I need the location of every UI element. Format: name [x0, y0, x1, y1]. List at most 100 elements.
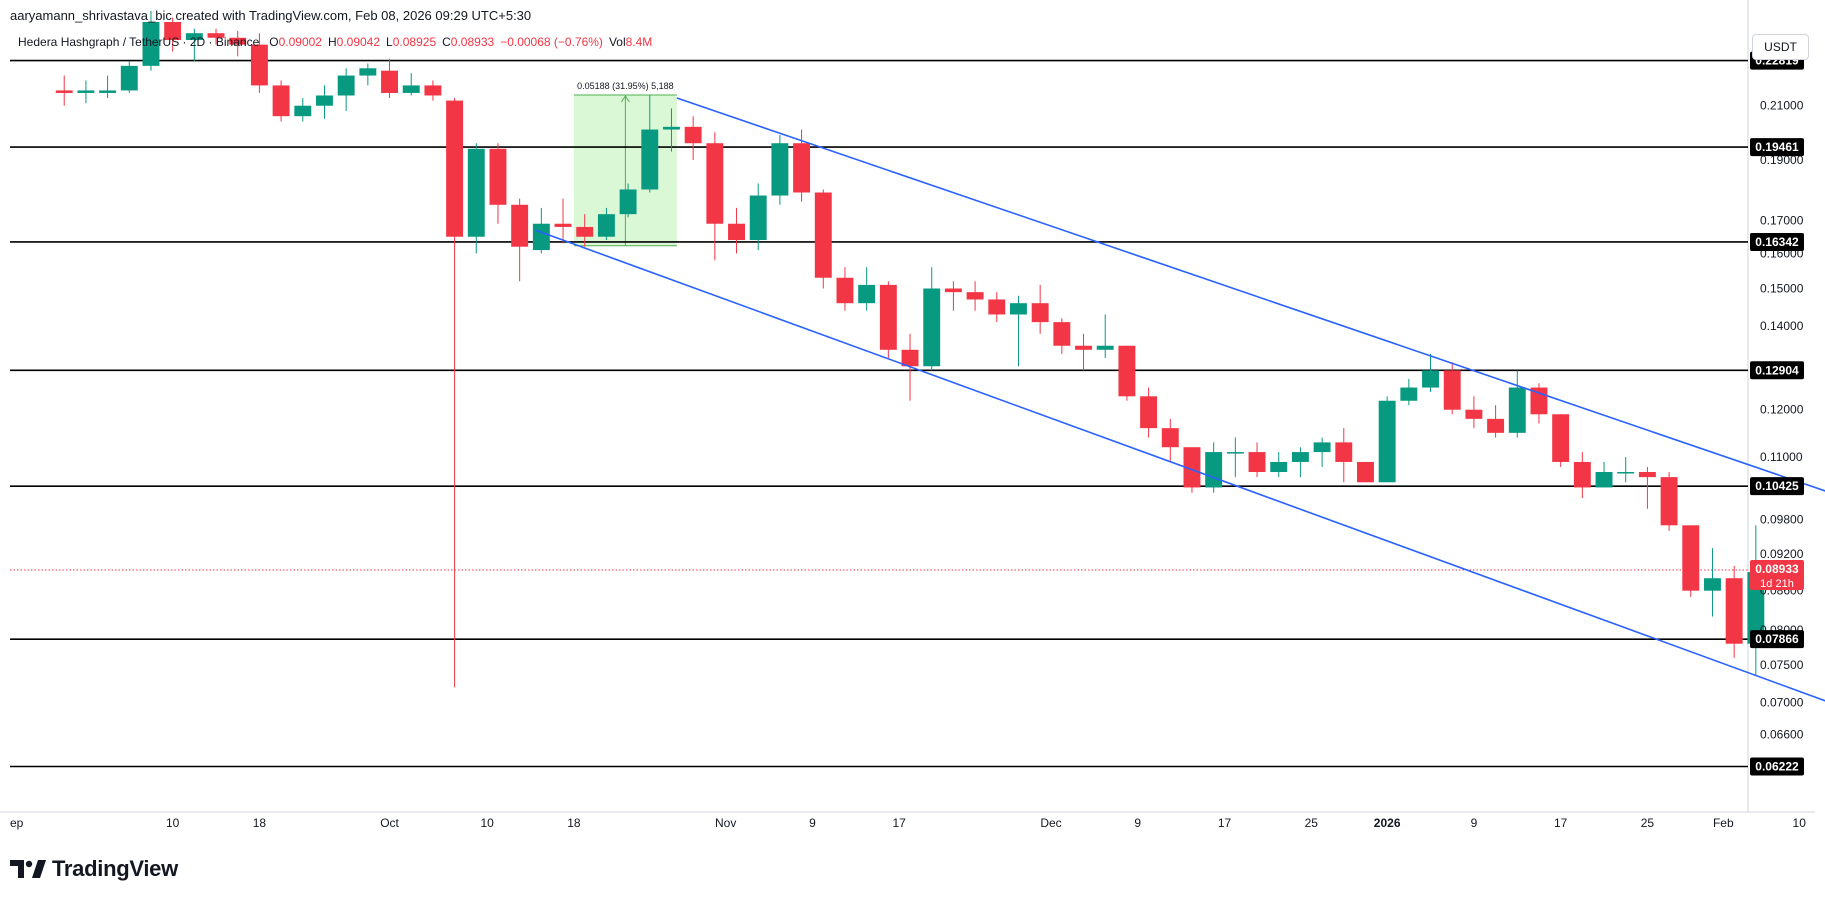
price-tick-label: 0.07500 [1760, 658, 1804, 672]
candle [1226, 437, 1244, 478]
candle [879, 281, 897, 358]
candle [381, 58, 398, 99]
candle [1422, 353, 1439, 392]
candle-body [1552, 414, 1570, 462]
time-tick-label: 18 [253, 816, 267, 830]
horizontal-levels-layer [10, 59, 1748, 768]
price-tick-label: 0.15000 [1760, 282, 1804, 296]
candle-body [489, 148, 507, 205]
candle [1400, 378, 1418, 406]
symbol-legend: Hedera Hashgraph / TetherUS · 2D · Binan… [18, 35, 652, 49]
candle-body [619, 189, 637, 215]
candle [706, 132, 724, 261]
candle-body [99, 90, 117, 93]
legend-change: −0.00068 (−0.76%) [500, 35, 603, 49]
candle-body [1465, 409, 1483, 419]
candle-body [728, 223, 745, 241]
candle [185, 28, 203, 62]
candle [1682, 525, 1700, 598]
candle [77, 80, 95, 104]
candle [576, 214, 594, 247]
candle [164, 17, 182, 52]
candle [1140, 387, 1158, 438]
candle [1053, 318, 1071, 354]
candle [1161, 418, 1179, 462]
candle [923, 267, 941, 371]
candle [1487, 405, 1505, 438]
candle [99, 75, 117, 99]
candle-body [316, 95, 333, 106]
candle [1248, 442, 1266, 478]
candle [1205, 442, 1223, 493]
candle [728, 207, 745, 254]
candle [988, 292, 1006, 323]
level-price-tag [1750, 630, 1804, 649]
candle [944, 281, 962, 311]
candle-body [1291, 452, 1309, 462]
candle [619, 183, 637, 218]
candle-body [272, 85, 290, 117]
candle-body [1226, 452, 1244, 454]
candle [641, 95, 659, 193]
time-tick-label: 25 [1641, 816, 1655, 830]
candle [1270, 452, 1288, 478]
candle-body [1704, 578, 1721, 591]
candle [1595, 461, 1613, 488]
candle [1465, 396, 1483, 429]
price-axis[interactable]: 0.210000.190000.170000.160000.150000.140… [1750, 51, 1804, 776]
candle-body [706, 143, 724, 224]
brand-name: TradingView [52, 856, 178, 881]
candle-body [901, 349, 919, 367]
candle [749, 183, 767, 251]
time-tick-label: 9 [1134, 816, 1141, 830]
candle-body [1010, 303, 1027, 315]
price-tick-label: 0.12000 [1760, 403, 1804, 417]
candle [1573, 452, 1591, 499]
candle-body [1096, 345, 1114, 350]
candle [1704, 548, 1721, 617]
candle-body [1595, 472, 1613, 488]
candle-body [55, 90, 73, 93]
time-tick-label: 10 [1793, 816, 1807, 830]
candle [793, 129, 811, 202]
price-tick-label: 0.07000 [1760, 696, 1804, 710]
time-tick-label: 9 [809, 816, 816, 830]
level-price-tag [1750, 232, 1804, 251]
candle [1357, 461, 1374, 483]
candle [1725, 565, 1743, 658]
candle [858, 267, 876, 311]
price-tick-label: 0.09800 [1760, 513, 1804, 527]
grid-layer [0, 0, 1815, 813]
candle-body [1313, 442, 1331, 453]
candle-body [1205, 452, 1223, 488]
legend-volume-value: 8.4M [625, 35, 653, 49]
legend-close-value: 0.08933 [450, 35, 495, 49]
candle [1443, 362, 1461, 415]
candle [1010, 295, 1027, 367]
currency-button[interactable]: USDT [1752, 34, 1809, 60]
candle-body [684, 126, 702, 144]
candle-body [966, 292, 984, 300]
candle [1530, 383, 1548, 424]
current-price-label: 0.08933 [1755, 562, 1799, 576]
candle-body [836, 277, 854, 304]
candle-body [793, 143, 811, 193]
time-axis[interactable]: ep 10 18 Oct 10 18 Nov 9 17 Dec 9 17 25 2026 9 17 25 Feb 1… [10, 816, 1825, 830]
price-tick-label: 0.19000 [1760, 153, 1804, 167]
candle-body [467, 148, 485, 237]
price-tick-label: 0.17000 [1760, 214, 1804, 228]
legend-symbol[interactable]: Hedera Hashgraph / TetherUS · 2D · Binan… [18, 35, 260, 49]
current-price-tag [1750, 560, 1804, 591]
tradingview-brand[interactable]: TradingView [10, 856, 178, 882]
candle-body [1031, 303, 1049, 323]
channel-layer [535, 97, 1825, 702]
candle-body [446, 100, 464, 237]
candle [1508, 370, 1526, 438]
price-tick-label: 0.06600 [1760, 727, 1804, 741]
candle [316, 85, 333, 119]
candle [402, 73, 420, 96]
candle [1118, 345, 1136, 401]
time-tick-label: 17 [1218, 816, 1232, 830]
candle-body [402, 85, 420, 93]
